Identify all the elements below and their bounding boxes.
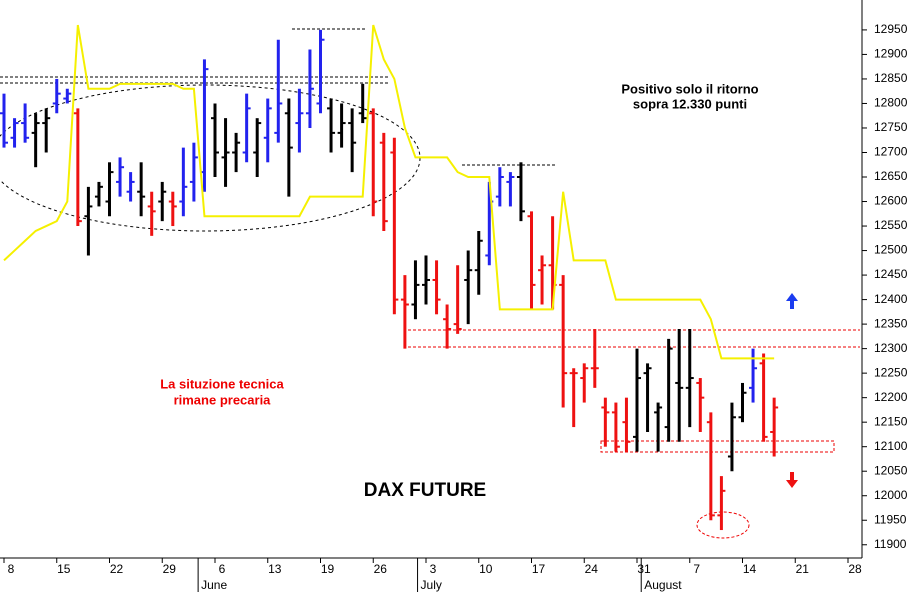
y-tick-label: 12950	[874, 22, 908, 36]
x-tick-label: 3	[430, 562, 437, 576]
x-tick-label: 7	[693, 562, 700, 576]
x-tick-label: 10	[479, 562, 493, 576]
y-tick-label: 12100	[874, 439, 908, 453]
x-tick-label: 15	[57, 562, 71, 576]
x-tick-label: 28	[848, 562, 862, 576]
y-tick-label: 12300	[874, 341, 908, 355]
annotation: La situzione tecnica	[160, 376, 284, 391]
arrow-up	[786, 293, 798, 309]
ellipse	[696, 511, 750, 539]
annotation: sopra 12.330 punti	[633, 96, 747, 111]
x-tick-label: 8	[8, 562, 15, 576]
y-tick-label: 12000	[874, 488, 908, 502]
y-tick-label: 11900	[874, 537, 907, 551]
y-tick-label: 12050	[874, 463, 908, 477]
zone-box	[600, 440, 835, 453]
y-tick-label: 12250	[874, 365, 908, 379]
y-tick-label: 12850	[874, 71, 908, 85]
x-tick-label: 6	[219, 562, 226, 576]
annotation: Positivo solo il ritorno	[621, 81, 758, 96]
y-tick-label: 12200	[874, 390, 908, 404]
stop-line	[3, 24, 775, 360]
y-tick-label: 12650	[874, 169, 908, 183]
y-tick-label: 12400	[874, 292, 908, 306]
month-label: June	[201, 578, 227, 592]
y-tick-label: 12450	[874, 267, 908, 281]
x-tick-label: 22	[110, 562, 124, 576]
x-tick-label: 14	[743, 562, 757, 576]
x-tick-label: 26	[374, 562, 388, 576]
y-tick-label: 12750	[874, 120, 908, 134]
month-label: July	[421, 578, 442, 592]
y-tick-label: 12900	[874, 47, 908, 61]
x-tick-label: 24	[585, 562, 599, 576]
y-tick-label: 12600	[874, 194, 908, 208]
y-tick-label: 12500	[874, 243, 908, 257]
x-tick-label: 13	[268, 562, 282, 576]
x-tick-label: 19	[321, 562, 335, 576]
x-tick-label: 17	[532, 562, 546, 576]
y-tick-label: 12700	[874, 145, 908, 159]
x-tick-label: 21	[796, 562, 810, 576]
y-tick-label: 12150	[874, 414, 908, 428]
chart-title: DAX FUTURE	[364, 480, 486, 501]
y-tick-label: 11950	[874, 512, 907, 526]
arrow-down	[786, 472, 798, 488]
y-tick-label: 12800	[874, 96, 908, 110]
y-tick-label: 12350	[874, 316, 908, 330]
x-tick-label: 31	[637, 562, 651, 576]
annotation: rimane precaria	[174, 392, 272, 407]
month-label: August	[644, 578, 682, 592]
x-tick-label: 29	[163, 562, 177, 576]
y-tick-label: 12550	[874, 218, 908, 232]
